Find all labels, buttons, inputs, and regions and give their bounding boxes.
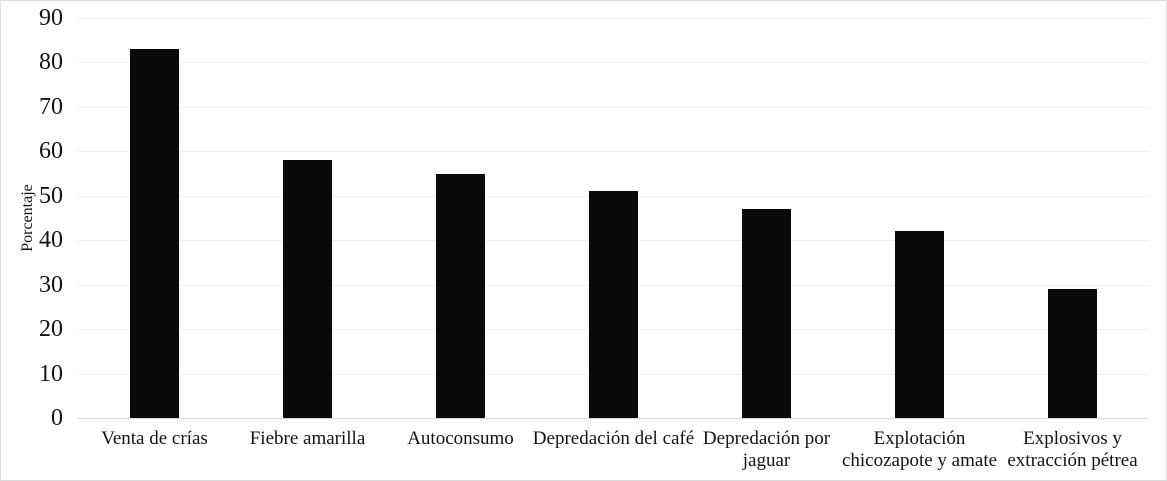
plot-area (78, 18, 1149, 419)
x-category-label-line: Fiebre amarilla (249, 428, 366, 449)
x-category-label: Autoconsumo (331, 428, 591, 450)
y-tick-label: 10 (39, 360, 63, 387)
y-tick-label: 0 (51, 405, 63, 431)
x-category-label-line: extracción pétrea (1007, 450, 1138, 471)
bar (283, 160, 332, 418)
x-axis-baseline (78, 418, 1149, 419)
y-tick-label: 70 (39, 93, 63, 120)
x-category-label-line: Venta de crías (101, 428, 208, 449)
bar (742, 209, 791, 418)
x-category-label: Explosivos y extracción pétrea (943, 428, 1167, 472)
bar (895, 231, 944, 418)
gridline (78, 106, 1149, 108)
x-category-label-line: Explotación (873, 428, 966, 449)
gridline (78, 151, 1149, 153)
gridline (78, 62, 1149, 64)
bar (130, 49, 179, 418)
x-category-label: Venta de crías (25, 428, 285, 450)
x-category-label-line: chicozapote y amate (841, 450, 998, 471)
x-category-label: Depredación por jaguar (637, 428, 897, 472)
x-category-label: Depredación del café (484, 428, 744, 450)
x-category-label-line: Depredación por (702, 428, 831, 449)
bar (1048, 289, 1097, 418)
y-tick-label: 30 (39, 271, 63, 298)
bar (436, 173, 485, 418)
y-tick-label: 40 (39, 227, 63, 254)
x-category-label-line: jaguar (742, 450, 791, 471)
gridline (78, 18, 1149, 19)
x-category-label-line: Depredación del café (532, 428, 695, 449)
x-category-label-line: Explosivos y (1023, 428, 1122, 449)
x-category-label-line: Autoconsumo (407, 428, 514, 449)
y-tick-label: 20 (39, 316, 63, 343)
x-category-label: Explotación chicozapote y amate (790, 428, 1050, 472)
y-tick-label: 60 (39, 138, 63, 165)
bar (589, 191, 638, 418)
y-tick-label: 80 (39, 49, 63, 76)
y-tick-label: 50 (39, 182, 63, 209)
x-category-label: Fiebre amarilla (178, 428, 438, 450)
y-tick-label: 90 (39, 5, 63, 31)
